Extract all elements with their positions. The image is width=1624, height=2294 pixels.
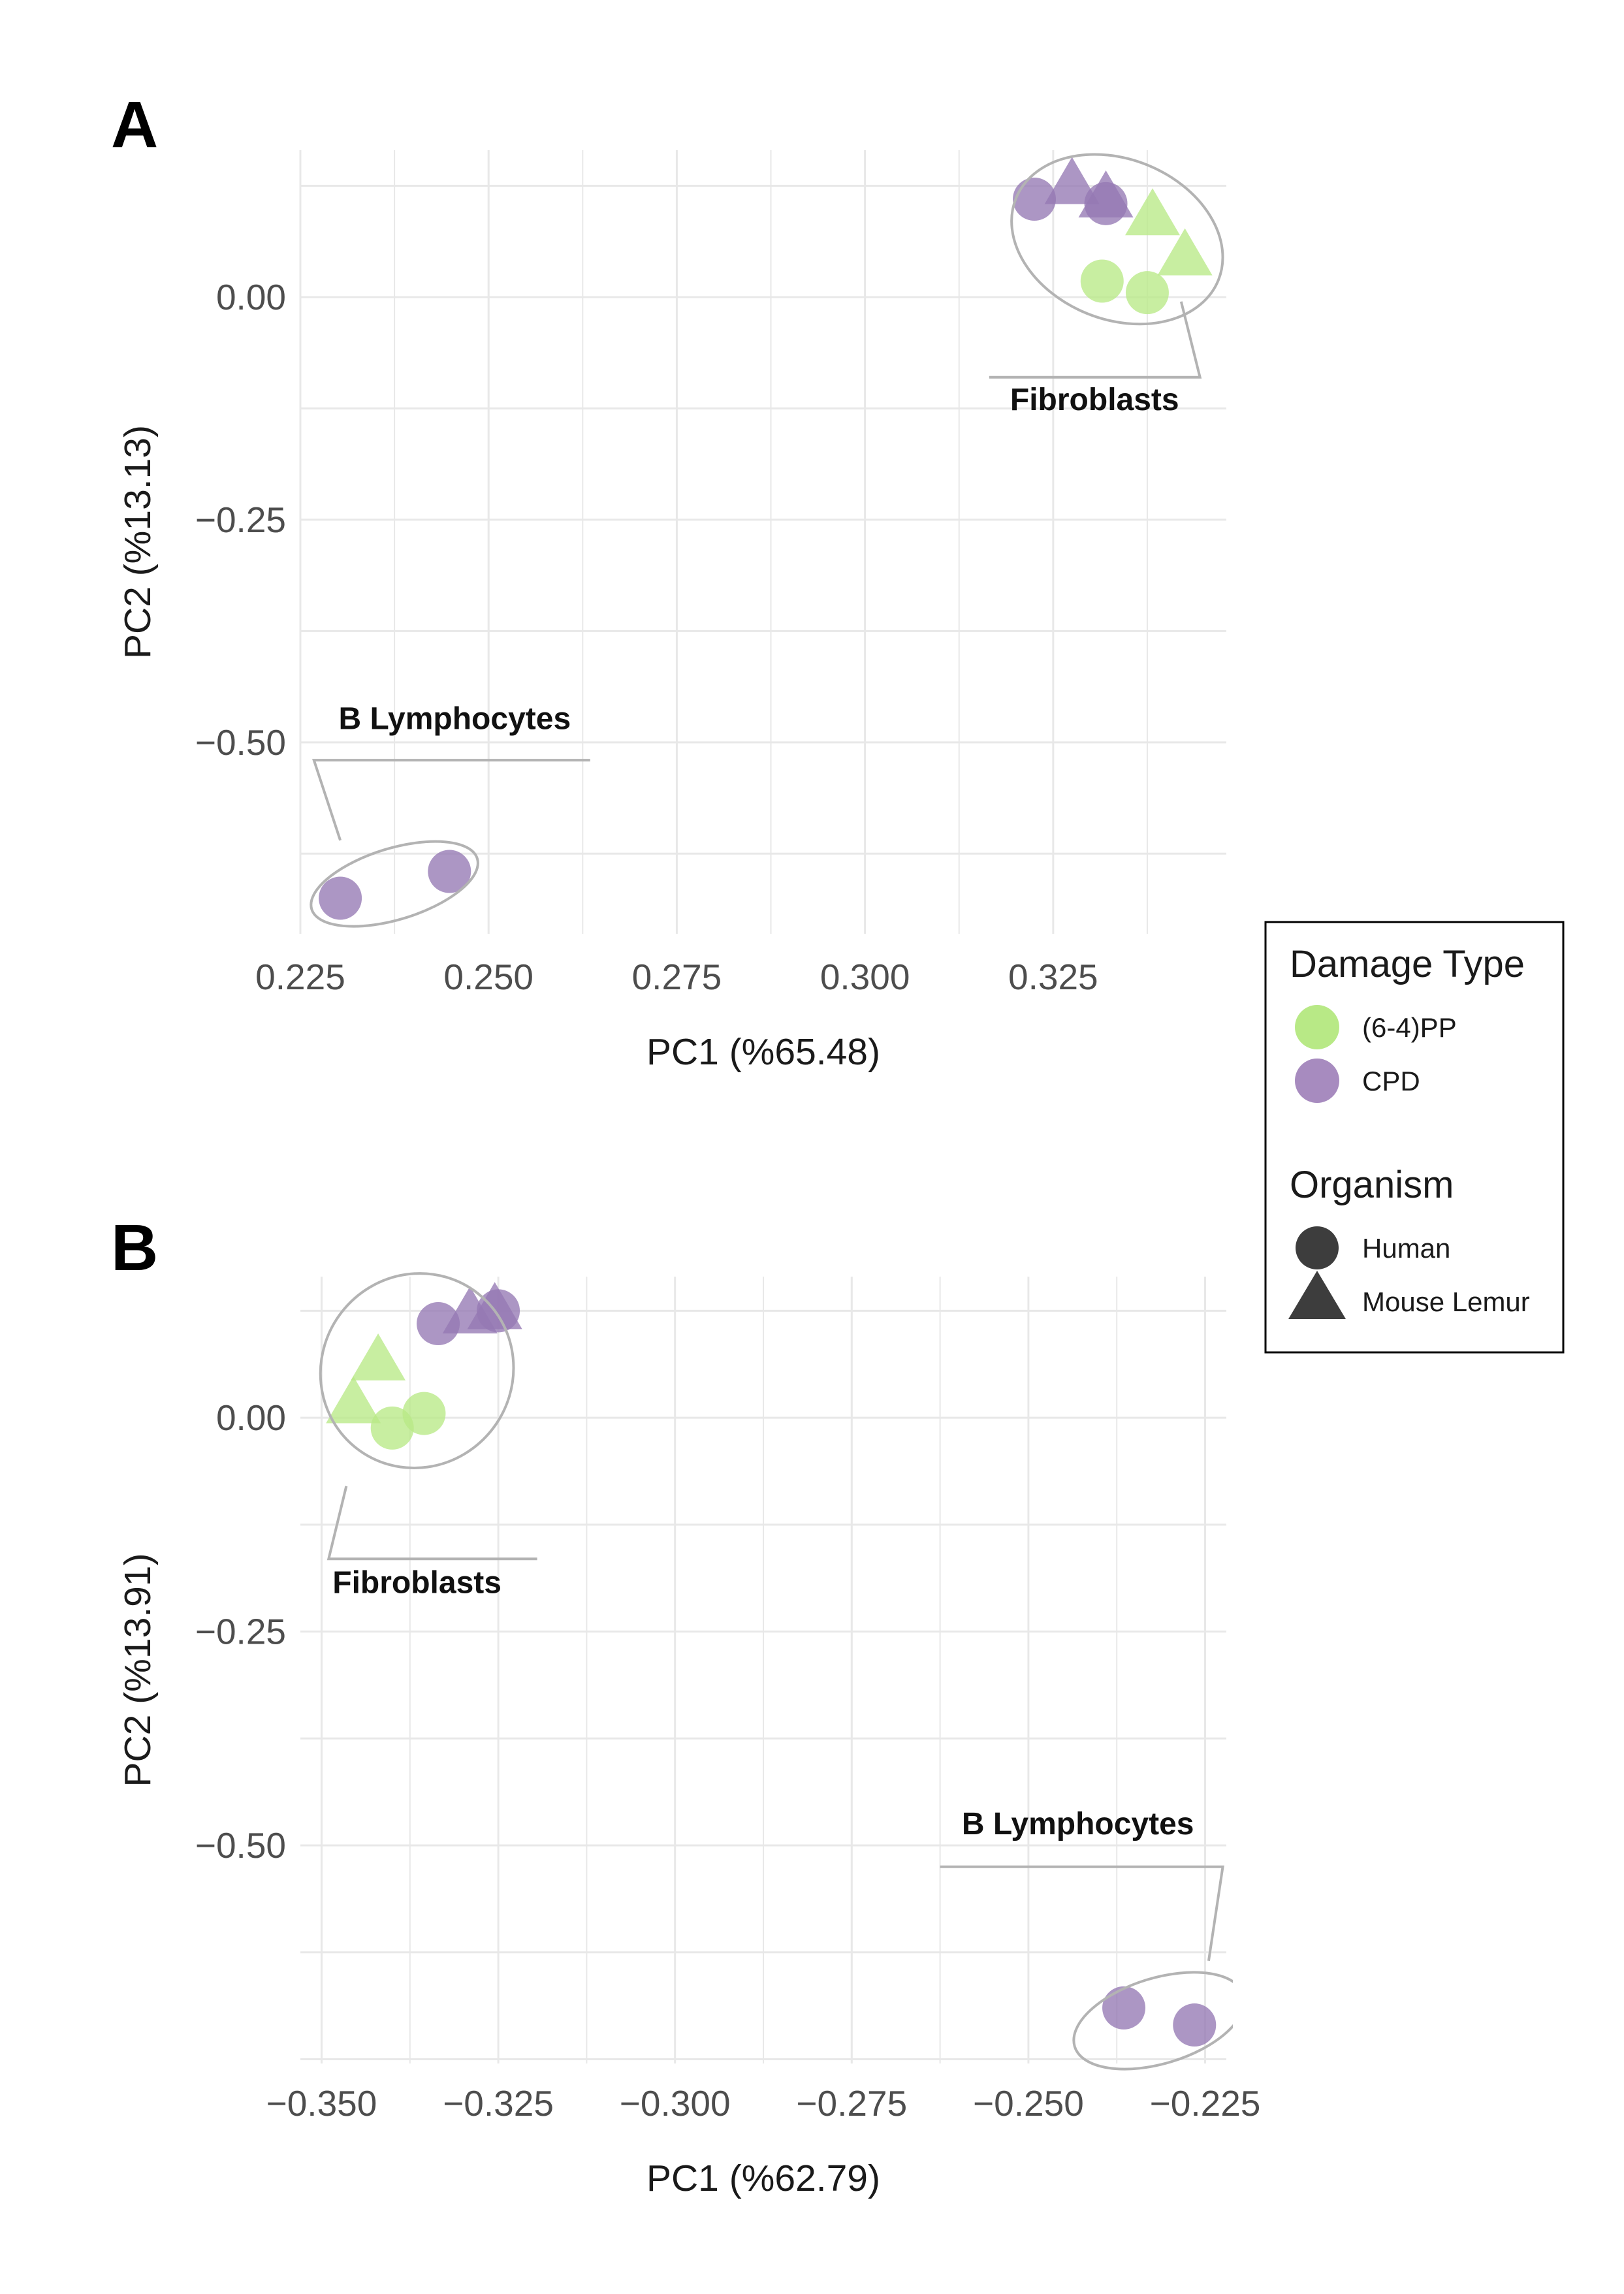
y-tick-label: −0.50 [195, 1825, 286, 1866]
y-axis-title: PC2 (%13.91) [117, 1553, 159, 1787]
x-axis-title: PC1 (%62.79) [646, 2158, 880, 2199]
legend-title-organism: Organism [1290, 1164, 1454, 1206]
x-tick-label: −0.250 [973, 2083, 1084, 2124]
cluster-leader-line [940, 1865, 1224, 1962]
x-tick-label: −0.300 [620, 2083, 731, 2124]
cluster-ellipse [1010, 153, 1224, 326]
data-point-human [428, 850, 471, 893]
panel-b: −0.350 −0.325 −0.300 −0.275 −0.250 −0.225 0.00… [111, 1211, 1260, 2199]
data-point-mouse-lemur [467, 1282, 522, 1330]
data-point-human [370, 1406, 414, 1450]
legend-label-cpd: CPD [1362, 1066, 1420, 1096]
grid [300, 1277, 1226, 2063]
legend-label-human: Human [1362, 1233, 1450, 1264]
plot-area [310, 153, 1224, 928]
y-tick-label: −0.25 [195, 1612, 286, 1652]
x-tick-label: −0.325 [443, 2083, 554, 2124]
data-point-mouse-lemur [1044, 157, 1100, 204]
data-point-human [1013, 178, 1057, 221]
x-tick-label: 0.300 [820, 957, 910, 997]
data-point-mouse-lemur [1157, 228, 1213, 276]
data-point-mouse-lemur [1125, 188, 1181, 236]
legend-swatch-64pp [1295, 1005, 1339, 1049]
y-tick-label: 0.00 [216, 1397, 286, 1438]
legend: Damage Type (6-4)PP CPD Organism Human M… [1264, 921, 1565, 1354]
y-tick-label: −0.50 [195, 722, 286, 763]
y-tick-label: −0.25 [195, 500, 286, 540]
legend-title-damage: Damage Type [1290, 943, 1525, 985]
x-tick-label: 0.325 [1008, 957, 1098, 997]
cluster-leader-line [326, 1486, 537, 1561]
legend-shape-mouse-lemur [1288, 1271, 1346, 1319]
panel-tag: A [111, 88, 158, 161]
cluster-ellipse [319, 1272, 515, 1470]
panel-a: 0.225 0.250 0.275 0.300 0.325 0.00 −0.25 −0.50 P… [111, 88, 1226, 1073]
x-tick-label: −0.350 [266, 2083, 377, 2124]
legend-shape-human [1296, 1226, 1339, 1269]
data-point-human [1125, 271, 1169, 315]
panel-tag: B [111, 1211, 158, 1284]
data-point-mouse-lemur [326, 1376, 381, 1424]
data-point-mouse-lemur [1078, 170, 1134, 217]
cluster-label: Fibroblasts [1010, 383, 1179, 417]
data-point-mouse-lemur [351, 1333, 406, 1380]
y-axis-title: PC2 (%13.13) [117, 425, 159, 659]
cluster-label: B Lymphocytes [339, 701, 571, 736]
y-tick-label: 0.00 [216, 277, 286, 317]
x-tick-label: 0.225 [255, 957, 345, 997]
legend-label-64pp: (6-4)PP [1362, 1012, 1457, 1043]
cluster-ellipse [310, 840, 479, 928]
cluster-label: Fibroblasts [332, 1566, 502, 1601]
x-axis-title: PC1 (%65.48) [646, 1031, 880, 1073]
cluster-leader-line [989, 301, 1202, 379]
data-point-human [1173, 2003, 1217, 2047]
legend-swatch-cpd [1295, 1059, 1339, 1103]
data-point-human [319, 876, 362, 920]
x-tick-label: −0.275 [796, 2083, 907, 2124]
x-tick-label: 0.250 [443, 957, 533, 997]
plot-area [319, 1272, 1233, 2071]
data-point-human [1080, 259, 1124, 303]
cluster-ellipse [1072, 1971, 1233, 2071]
data-point-human [1102, 1986, 1146, 2030]
data-point-human [417, 1302, 460, 1346]
x-tick-label: −0.225 [1150, 2083, 1261, 2124]
cluster-leader-line [311, 759, 590, 841]
cluster-label: B Lymphocytes [962, 1807, 1194, 1841]
x-tick-label: 0.275 [632, 957, 722, 997]
legend-label-mouse-lemur: Mouse Lemur [1362, 1286, 1530, 1317]
